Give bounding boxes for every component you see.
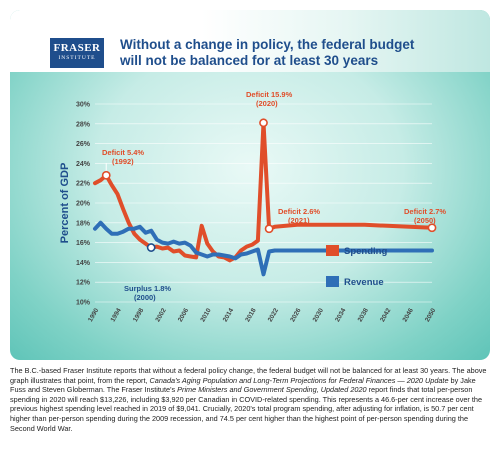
- chart-title-line1: Without a change in policy, the federal …: [120, 37, 415, 52]
- y-tick-label: 28%: [76, 121, 91, 128]
- annotation-label: Deficit 2.7%: [404, 207, 446, 216]
- y-tick-label: 16%: [76, 240, 91, 247]
- x-tick-label: 2018: [244, 307, 257, 323]
- x-tick-label: 2038: [357, 307, 370, 323]
- legend-swatch-revenue: [326, 276, 339, 287]
- y-tick-label: 30%: [76, 102, 91, 109]
- y-tick-label: 14%: [76, 260, 91, 267]
- y-tick-label: 10%: [76, 300, 91, 307]
- caption-report-title-2: Prime Ministers and Government Spending,…: [177, 385, 367, 395]
- chart-panel: FRASER INSTITUTE Without a change in pol…: [10, 10, 490, 360]
- caption: The B.C.-based Fraser Institute reports …: [10, 366, 492, 433]
- x-tick-label: 2034: [334, 307, 347, 323]
- logo-text: FRASER: [53, 42, 101, 54]
- annotation-year: (2000): [134, 293, 156, 302]
- x-tick-label: 2022: [267, 307, 280, 323]
- annotation-year: (2021): [288, 216, 310, 225]
- x-tick-label: 1990: [87, 307, 100, 323]
- fraser-logo: FRASER INSTITUTE: [50, 38, 104, 68]
- annotation-label: Deficit 2.6%: [278, 207, 320, 216]
- series-line-revenue: [93, 220, 434, 277]
- y-tick-label: 22%: [76, 181, 91, 188]
- y-axis-label: Percent of GDP: [59, 163, 71, 244]
- x-tick-label: 2030: [312, 307, 325, 323]
- chart-header: FRASER INSTITUTE Without a change in pol…: [10, 10, 490, 72]
- chart-title: Without a change in policy, the federal …: [120, 37, 460, 69]
- legend-label-revenue: Revenue: [344, 277, 384, 288]
- logo-subtext: INSTITUTE: [58, 55, 96, 61]
- annotation-marker: [101, 170, 111, 180]
- x-tick-label: 2046: [402, 307, 415, 323]
- x-tick-label: 2006: [177, 307, 190, 323]
- annotation-marker: [146, 243, 156, 252]
- x-tick-label: 1994: [110, 307, 123, 323]
- chart-title-line2: will not be balanced for at least 30 yea…: [120, 53, 379, 68]
- annotation-marker: [427, 223, 437, 233]
- y-tick-label: 26%: [76, 141, 91, 148]
- annotation-label: Deficit 5.4%: [102, 148, 144, 157]
- legend-swatch-spending: [326, 245, 339, 256]
- y-tick-label: 24%: [76, 161, 91, 168]
- x-tick-label: 1998: [132, 307, 145, 323]
- legend-label-spending: Spending: [344, 246, 387, 257]
- x-tick-label: 2026: [289, 307, 302, 323]
- caption-text-1: The B.C.-based Fraser Institute reports …: [10, 366, 487, 385]
- y-tick-label: 18%: [76, 220, 91, 227]
- x-tick-label: 2050: [424, 307, 437, 323]
- annotation-label: Deficit 15.9%: [246, 90, 293, 99]
- caption-report-title: Canada's Aging Population and Long-Term …: [149, 375, 449, 385]
- y-tick-label: 12%: [76, 280, 91, 287]
- x-tick-label: 2014: [222, 307, 235, 323]
- annotation-year: (2020): [256, 99, 278, 108]
- annotation-year: (2050): [414, 216, 436, 225]
- annotation-marker: [259, 118, 268, 128]
- line-chart: 10% 12% 14% 16% 18% 20% 22% 24% 26% 28% 30% 1990 199…: [59, 90, 446, 323]
- x-tick-label: 2010: [199, 307, 212, 323]
- annotation-label: Surplus 1.8%: [124, 284, 171, 293]
- annotation-marker: [264, 224, 274, 234]
- x-tick-label: 2002: [154, 307, 167, 323]
- caption-text-3: report finds that total per-person spend…: [10, 385, 483, 433]
- x-tick-label: 2042: [379, 307, 392, 323]
- annotation-year: (1992): [112, 157, 134, 166]
- y-tick-label: 20%: [76, 201, 91, 208]
- caption-text-2: by Jake Fuss and Steven Globerman. The F…: [10, 375, 476, 395]
